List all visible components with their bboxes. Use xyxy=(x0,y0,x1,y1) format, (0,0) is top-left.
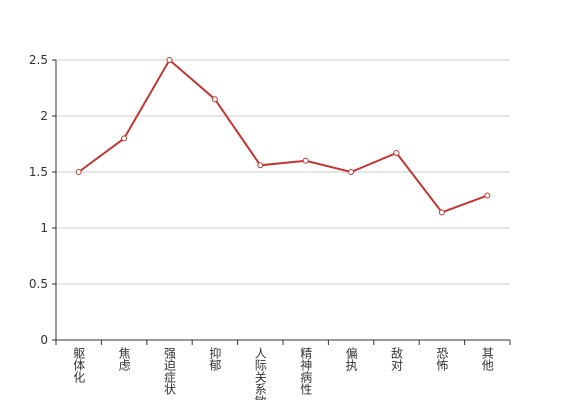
x-tick-label: 躯体化 xyxy=(72,346,86,384)
y-tick-label: 2 xyxy=(40,109,48,123)
y-tick-label: 0 xyxy=(40,333,48,347)
point xyxy=(75,169,82,175)
point xyxy=(393,149,400,156)
y-tick-label: 2.5 xyxy=(29,53,48,67)
x-tick-label: 强迫症状 xyxy=(163,347,177,395)
x-tick-label: 焦虑 xyxy=(117,347,131,371)
y-tick-label: 1.5 xyxy=(29,165,48,179)
x-tick-label: 精神病性 xyxy=(299,347,313,396)
x-tick-label: 敌对 xyxy=(390,346,404,371)
x-tick-label: 抑郁 xyxy=(208,346,222,372)
y-tick-label: 1 xyxy=(40,221,48,235)
point xyxy=(438,209,445,216)
x-tick-label: 恐怖 xyxy=(435,347,449,371)
point xyxy=(348,169,355,175)
point xyxy=(257,162,264,169)
x-tick-label: 其他 xyxy=(480,347,494,371)
point xyxy=(484,192,491,199)
x-tick-label: 人际关系敏感 xyxy=(253,347,267,400)
line xyxy=(78,58,488,214)
x-tick-label: 偏执 xyxy=(344,346,358,372)
point xyxy=(211,96,218,103)
y-tick-label: 0.5 xyxy=(29,277,48,291)
point xyxy=(166,57,173,63)
point xyxy=(121,135,128,142)
point xyxy=(302,157,309,164)
